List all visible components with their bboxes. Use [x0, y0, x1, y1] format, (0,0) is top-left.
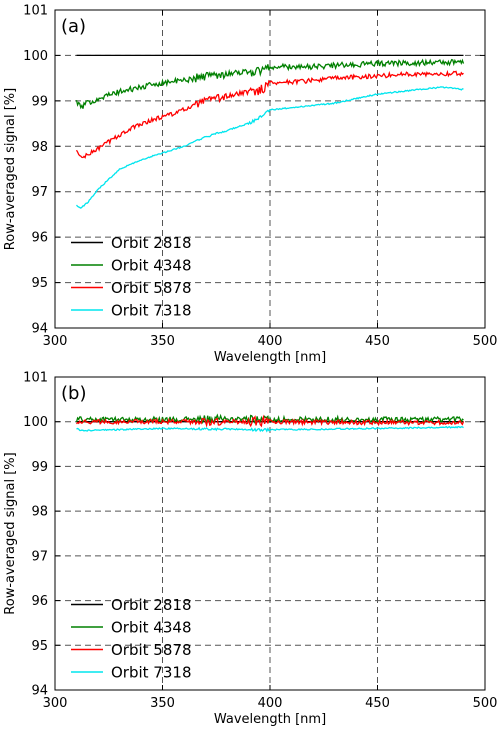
y-axis-label: Row-averaged signal [%] [3, 88, 18, 250]
x-tick-label: 500 [473, 696, 498, 711]
y-tick-label: 100 [23, 49, 48, 64]
y-tick-label: 99 [31, 460, 48, 475]
legend-entry-label: Orbit 7318 [111, 664, 192, 682]
series-group [75, 54, 465, 209]
y-tick-label: 94 [31, 322, 48, 337]
panel-label: (a) [61, 16, 86, 37]
legend-entry-label: Orbit 7318 [111, 302, 192, 320]
y-tick-label: 98 [31, 505, 48, 520]
y-axis-label: Row-averaged signal [%] [3, 452, 18, 614]
series-line-orbit-7318 [76, 425, 464, 433]
y-tick-label: 94 [31, 684, 48, 699]
y-tick-label: 97 [31, 185, 48, 200]
series-line-orbit-7318 [76, 86, 464, 209]
legend: Orbit 2818 Orbit 4348 Orbit 5878 Orbit 7318 [71, 234, 192, 320]
y-tick-label: 101 [23, 371, 48, 386]
y-tick-label: 96 [31, 594, 48, 609]
x-axis-label: Wavelength [nm] [214, 350, 326, 365]
series-line-orbit-5878 [76, 414, 465, 428]
x-tick-label: 450 [365, 334, 390, 349]
x-tick-label: 400 [258, 334, 283, 349]
series-group [75, 413, 465, 433]
y-tick-label: 100 [23, 415, 48, 430]
legend-entry-label: Orbit 2818 [111, 234, 192, 252]
x-axis-label: Wavelength [nm] [214, 712, 326, 727]
legend-entry-label: Orbit 5878 [111, 641, 192, 659]
legend-entry-label: Orbit 5878 [111, 279, 192, 297]
legend: Orbit 2818 Orbit 4348 Orbit 5878 Orbit 7318 [71, 596, 192, 682]
panel-a: 300 350 400 450 500 94 95 96 97 98 99 100 101 Wavelen… [3, 4, 497, 366]
y-tick-label: 95 [31, 276, 48, 291]
y-tick-label: 98 [31, 140, 48, 155]
legend-entry-label: Orbit 4348 [111, 619, 192, 637]
x-tick-label: 500 [473, 334, 498, 349]
x-tick-label: 450 [365, 696, 390, 711]
legend-entry-label: Orbit 2818 [111, 596, 192, 614]
panel-b: 300 350 400 450 500 94 95 96 97 98 99 100 101 Wavelen… [3, 371, 497, 728]
x-tick-label: 300 [43, 334, 68, 349]
y-tick-label: 96 [31, 231, 48, 246]
series-line-orbit-4348 [75, 413, 464, 426]
x-tick-label: 350 [150, 696, 175, 711]
y-tick-label: 101 [23, 4, 48, 19]
x-tick-label: 400 [258, 696, 283, 711]
legend-entry-label: Orbit 4348 [111, 257, 192, 275]
panel-label: (b) [61, 383, 86, 404]
series-line-orbit-5878 [75, 69, 464, 159]
x-tick-label: 350 [150, 334, 175, 349]
series-line-orbit-4348 [75, 58, 465, 110]
y-tick-label: 99 [31, 94, 48, 109]
x-tick-label: 300 [43, 696, 68, 711]
y-tick-label: 97 [31, 549, 48, 564]
y-tick-label: 95 [31, 639, 48, 654]
